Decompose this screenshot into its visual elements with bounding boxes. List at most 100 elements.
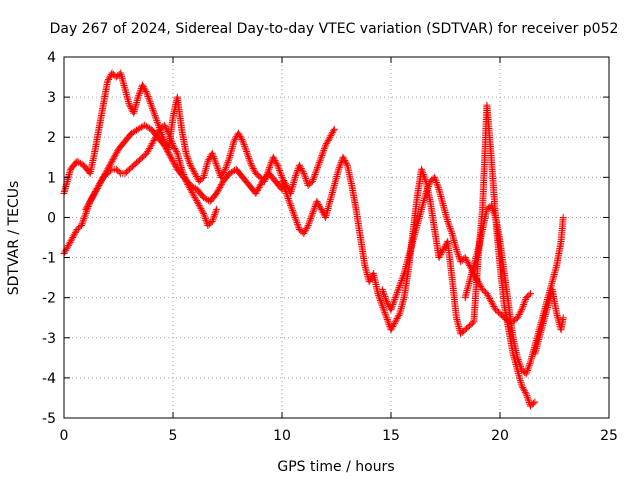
data-point-marker [396, 282, 404, 290]
data-point-marker [210, 154, 218, 162]
data-point-marker [520, 301, 528, 309]
data-point-marker [68, 235, 76, 243]
data-point-marker [336, 162, 344, 170]
data-point-marker [395, 283, 403, 291]
data-point-marker [150, 108, 158, 116]
data-point-marker [160, 121, 168, 129]
data-point-marker [313, 197, 321, 205]
data-point-marker [315, 201, 323, 209]
data-point-marker [269, 153, 277, 161]
data-point-marker [209, 216, 217, 224]
data-point-marker [104, 77, 112, 85]
data-point-marker [276, 168, 284, 176]
data-point-marker [145, 96, 153, 104]
data-point-marker [531, 398, 539, 406]
x-tick-label: 0 [60, 428, 69, 444]
data-point-marker [266, 164, 274, 172]
data-point-marker [279, 181, 287, 189]
data-point-marker [136, 88, 144, 96]
y-tick-label: -2 [42, 291, 56, 307]
data-point-marker [285, 198, 293, 206]
data-point-marker [424, 184, 432, 192]
data-point-marker [523, 393, 531, 401]
data-point-marker [83, 202, 91, 210]
data-point-marker [525, 361, 533, 369]
data-point-marker [164, 147, 172, 155]
data-point-marker [86, 198, 94, 206]
data-point-marker [135, 91, 143, 99]
data-point-marker [341, 156, 349, 164]
data-point-marker [211, 209, 219, 217]
data-points [60, 69, 567, 410]
data-point-marker [389, 323, 397, 331]
data-point-marker [241, 142, 249, 150]
data-point-marker [339, 153, 347, 161]
data-point-marker [71, 229, 79, 237]
data-point-marker [397, 278, 405, 286]
data-point-marker [224, 158, 232, 166]
data-point-marker [97, 178, 105, 186]
data-point-marker [520, 385, 528, 393]
data-point-marker [490, 210, 498, 218]
data-point-marker [147, 99, 155, 107]
data-point-marker [303, 223, 311, 231]
data-point-marker [242, 148, 250, 156]
data-point-marker [223, 162, 231, 170]
data-point-marker [298, 166, 306, 174]
data-point-marker [365, 278, 373, 286]
data-point-marker [234, 129, 242, 137]
data-point-marker [309, 208, 317, 216]
data-point-marker [310, 206, 318, 214]
axis-ticks: 0 5 10 15 20 25 -5 -4 -3 -2 -1 0 1 2 3 4 [42, 50, 618, 444]
data-point-marker [342, 158, 350, 166]
data-point-marker [340, 155, 348, 163]
data-point-marker [287, 203, 295, 211]
data-point-marker [419, 169, 427, 177]
data-point-marker [314, 199, 322, 207]
data-point-marker [70, 230, 78, 238]
data-point-marker [185, 156, 193, 164]
data-point-marker [320, 145, 328, 153]
data-point-marker [381, 294, 389, 302]
data-point-marker [523, 392, 531, 400]
data-point-marker [514, 312, 522, 320]
data-point-marker [145, 146, 153, 154]
data-point-marker [422, 189, 430, 197]
data-point-marker [83, 204, 91, 212]
data-point-marker [314, 164, 322, 172]
data-point-marker [166, 152, 174, 160]
data-point-marker [287, 201, 295, 209]
data-point-marker [431, 173, 439, 181]
data-point-marker [196, 203, 204, 211]
data-point-marker [475, 279, 483, 287]
data-point-marker [282, 188, 290, 196]
data-point-marker [280, 183, 288, 191]
y-tick-label: 0 [47, 210, 56, 226]
data-point-marker [390, 297, 398, 305]
data-point-marker [461, 254, 469, 262]
data-point-marker [96, 180, 104, 188]
data-point-marker [97, 177, 105, 185]
data-point-marker [278, 177, 286, 185]
data-point-marker [220, 167, 228, 175]
data-point-marker [276, 166, 284, 174]
data-point-marker [378, 302, 386, 310]
data-point-marker [326, 133, 334, 141]
data-point-marker [152, 115, 160, 123]
data-point-marker [522, 370, 530, 378]
data-point-marker [270, 155, 278, 163]
data-point-marker [189, 190, 197, 198]
data-point-marker [77, 221, 85, 229]
data-point-marker [420, 172, 428, 180]
data-point-marker [319, 148, 327, 156]
data-point-marker [271, 156, 279, 164]
data-point-marker [292, 215, 300, 223]
data-point-marker [79, 218, 87, 226]
data-point-marker [217, 182, 225, 190]
data-point-marker [211, 158, 219, 166]
data-point-marker [285, 196, 293, 204]
data-point-marker [292, 217, 300, 225]
data-point-marker [376, 295, 384, 303]
data-point-marker [163, 146, 171, 154]
data-point-marker [335, 164, 343, 172]
